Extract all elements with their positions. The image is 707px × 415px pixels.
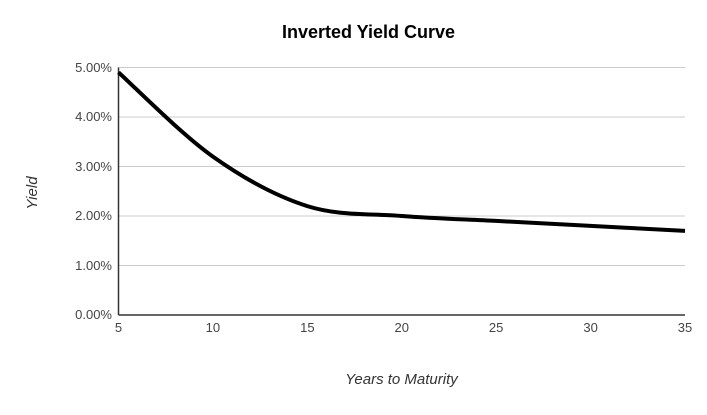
y-tick-label: 5.00%: [75, 59, 112, 75]
x-tick-label: 35: [677, 320, 693, 335]
y-tick-label: 0.00%: [75, 307, 112, 322]
y-tick-label: 2.00%: [75, 208, 112, 223]
y-tick-label: 3.00%: [75, 158, 112, 174]
yield-curve-line: [117, 70, 686, 233]
x-tick-label: 5: [114, 320, 123, 335]
x-tick-label: 10: [205, 320, 221, 335]
y-tick-label: 4.00%: [75, 109, 112, 124]
x-tick-label: 20: [394, 320, 409, 335]
x-tick-label: 30: [583, 320, 598, 335]
x-axis-title: Years to Maturity: [345, 371, 458, 388]
y-tick-label: 1.00%: [75, 257, 112, 273]
chart-title: Inverted Yield Curve: [281, 22, 456, 42]
x-tick-label: 25: [488, 320, 504, 335]
x-tick-label: 15: [300, 320, 315, 335]
